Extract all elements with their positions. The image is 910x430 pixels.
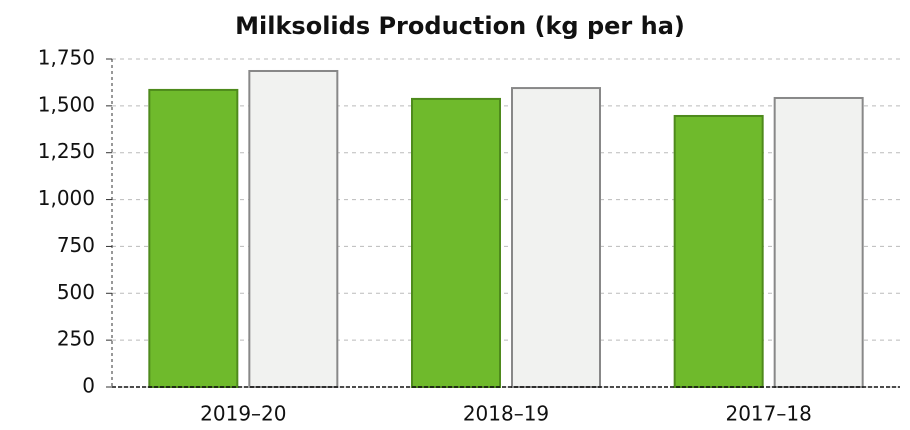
x-tick-label: 2018–19 <box>463 402 549 426</box>
chart-title: Milksolids Production (kg per ha) <box>235 12 685 40</box>
y-tick-label: 1,500 <box>38 92 95 116</box>
bar <box>411 97 501 389</box>
bar <box>148 88 239 388</box>
y-tick-label: 250 <box>57 327 95 351</box>
x-tick-label: 2019–20 <box>200 402 286 426</box>
y-tick-label: 500 <box>57 280 95 304</box>
y-tick-label: 1,250 <box>38 139 95 163</box>
y-tick-label: 1,750 <box>38 46 95 70</box>
bar <box>248 69 339 389</box>
y-tick-label: 750 <box>57 233 95 257</box>
bar <box>511 87 601 389</box>
bar <box>773 96 864 389</box>
bar <box>673 114 764 389</box>
y-tick-label: 0 <box>82 374 95 398</box>
x-tick-label: 2017–18 <box>725 402 811 426</box>
y-tick-label: 1,000 <box>38 186 95 210</box>
